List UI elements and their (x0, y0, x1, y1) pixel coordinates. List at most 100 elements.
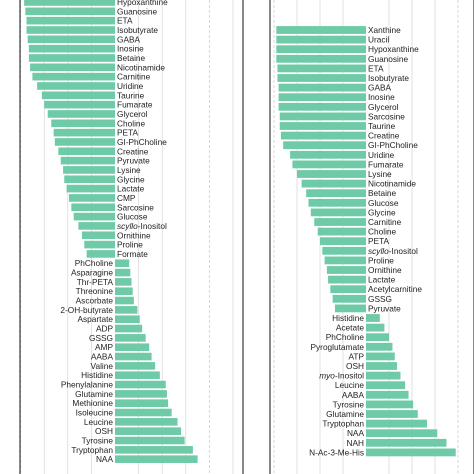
bar (115, 259, 130, 268)
bar (277, 64, 366, 73)
bar-label: GABA (368, 83, 392, 93)
bar (277, 74, 366, 82)
bar-label: Tyrosine (333, 399, 365, 409)
bar-label: AABA (342, 390, 365, 400)
bar-label: Thr-PETA (77, 277, 114, 287)
bar (115, 399, 169, 407)
bar-label: Glutamine (326, 409, 364, 419)
bar (317, 227, 366, 236)
bar (115, 296, 134, 305)
bar (366, 448, 456, 457)
bar (115, 446, 193, 454)
bar-label: Pyruvate (368, 303, 401, 313)
bar (84, 240, 115, 249)
bar (366, 429, 438, 438)
bar (366, 410, 418, 418)
bar-label: Glucose (117, 212, 148, 222)
bar-label: AABA (91, 352, 114, 362)
bar-label: Glutamine (75, 389, 113, 399)
bar (53, 128, 115, 137)
bar (54, 138, 115, 146)
bar-label: Methionine (72, 398, 113, 408)
bar-label: Lysine (368, 169, 392, 179)
bar (58, 147, 115, 156)
bar-label: PhCholine (75, 258, 114, 268)
bar (28, 44, 115, 53)
bar (115, 343, 150, 352)
bar (115, 455, 198, 463)
bar-label: Isobutyrate (117, 25, 158, 35)
bar-label: Leucine (84, 417, 113, 427)
bar-label: scyllo-Inositol (368, 246, 418, 256)
bar-label: Phenylalanine (61, 380, 114, 390)
bar (306, 189, 366, 198)
bar-label: Glycerol (368, 102, 399, 112)
bar-label: Threonine (76, 286, 114, 296)
bar (115, 278, 132, 286)
bar-label: Acetate (336, 323, 365, 333)
bar (320, 237, 366, 246)
bar-label: Uridine (368, 150, 395, 160)
bar-label: Taurine (117, 90, 145, 100)
bar (326, 266, 366, 274)
bar-label: Inosine (117, 44, 144, 54)
bar (366, 333, 389, 342)
bar-label: Sarcosine (117, 202, 154, 212)
bar (276, 45, 366, 54)
bar (324, 256, 366, 265)
bar-label: Acetylcarnitine (368, 284, 422, 294)
bar-label: N-Ac-3-Me-His (309, 447, 364, 457)
bar-label: Leucine (335, 380, 364, 390)
bar (115, 324, 143, 333)
bar-label: Asparagine (71, 268, 113, 278)
bar (366, 390, 409, 399)
bar (366, 438, 447, 447)
bar (81, 231, 115, 240)
bar (301, 179, 366, 188)
bar-label: Tryptophan (322, 419, 364, 429)
bar-label: Lysine (117, 165, 141, 175)
bar-label: Xanthine (368, 25, 401, 35)
bar (66, 184, 115, 193)
bar-label: Tryptophan (71, 445, 113, 455)
bar-label: GABA (117, 34, 141, 44)
bar-label: Lactate (117, 184, 145, 194)
bar (115, 380, 166, 389)
bar-label: Glycerol (117, 109, 148, 119)
bar (279, 112, 366, 121)
bar-label: GSSG (368, 294, 392, 304)
bar (115, 287, 133, 296)
bar-label: Isoleucine (76, 408, 114, 418)
bar-label: ETA (117, 16, 133, 26)
bar (276, 26, 366, 34)
bar-label: Hypoxanthine (117, 0, 168, 7)
bar-label: Creatine (117, 146, 149, 156)
bar (32, 72, 115, 81)
bar (71, 203, 115, 212)
bar (366, 371, 401, 380)
bar (115, 268, 131, 277)
bar (115, 306, 138, 314)
bar-label: Isobutyrate (368, 73, 409, 83)
bar (280, 131, 366, 140)
bar (278, 102, 366, 111)
bar-label: Formate (117, 249, 148, 259)
bar (26, 16, 115, 25)
bar (63, 166, 115, 174)
bar (334, 304, 366, 313)
bar (366, 400, 414, 409)
bar-label: Hypoxanthine (368, 44, 419, 54)
bar-label: Glucose (368, 198, 399, 208)
bar-label: Uracil (368, 35, 389, 45)
panel-left: HypoxanthineGuanosineETAIsobutyrateGABAI… (19, 0, 244, 474)
bar (115, 427, 182, 435)
bar-label: OSH (346, 361, 364, 371)
bar-label: NAA (347, 428, 365, 438)
bar-label: Inosine (368, 92, 395, 102)
bar-label: ADP (96, 324, 114, 334)
bar (115, 390, 167, 398)
bar (37, 82, 116, 90)
bar (279, 122, 366, 130)
bar-label: myo-Inositol (319, 371, 364, 381)
bar-label: Ornithine (117, 230, 151, 240)
